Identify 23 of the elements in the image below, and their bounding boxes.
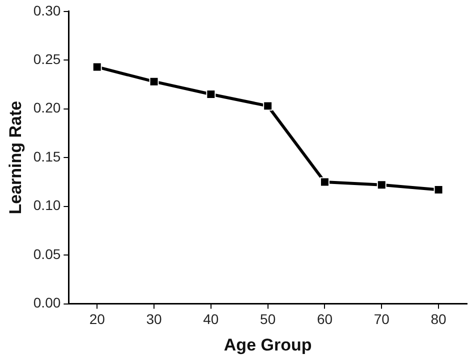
point <box>206 90 216 99</box>
point <box>92 62 102 72</box>
y-tick-label: 0.10 <box>33 197 61 214</box>
point <box>320 177 330 187</box>
y-tick-label: 0.00 <box>33 294 61 311</box>
y-tick-label: 0.15 <box>33 148 61 164</box>
y-tick-label: 0.20 <box>33 100 61 116</box>
x-tick-label: 20 <box>89 311 106 328</box>
x-tick-label: 50 <box>260 311 276 328</box>
x-axis-title: Age Group <box>224 335 312 354</box>
x-tick-label: 30 <box>146 311 162 328</box>
x-tick-label: 70 <box>374 311 390 328</box>
point <box>149 76 159 86</box>
point <box>376 180 386 190</box>
x-tick-label: 80 <box>430 311 447 328</box>
y-tick-label: 0.25 <box>33 50 61 67</box>
point <box>263 101 273 111</box>
y-axis-title: Learning Rate <box>6 100 25 214</box>
y-tick-label: 0.05 <box>33 246 61 262</box>
point <box>434 185 444 195</box>
x-tick-label: 60 <box>316 311 333 328</box>
x-tick-label: 40 <box>203 311 219 328</box>
y-tick-label: 0.30 <box>33 2 61 18</box>
